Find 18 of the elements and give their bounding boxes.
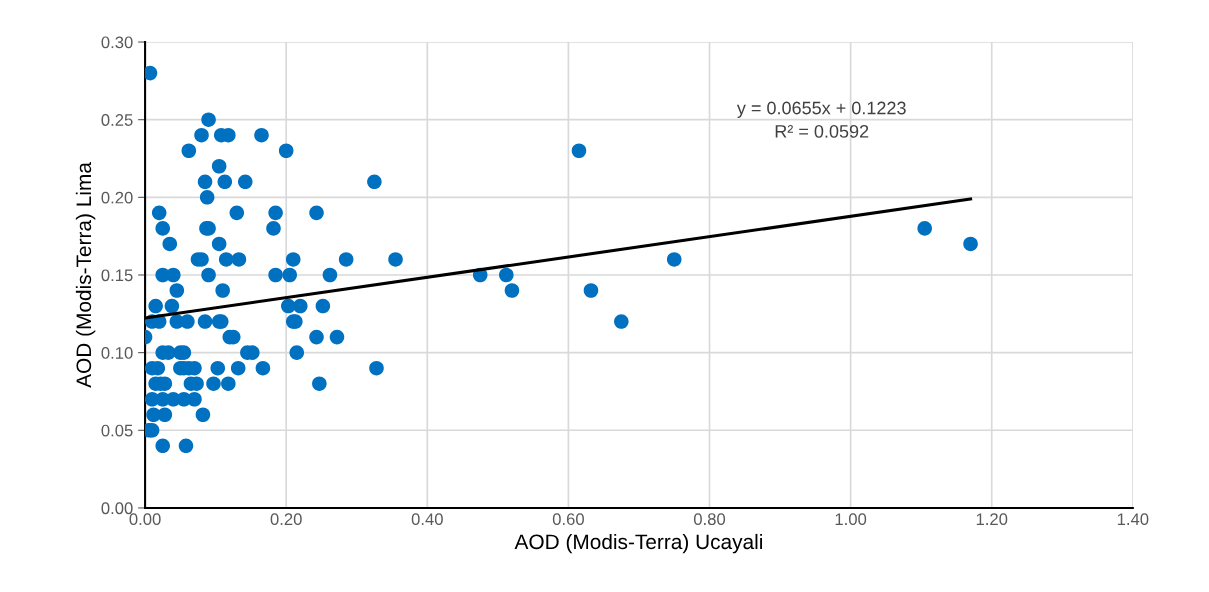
x-tick-label: 0.20 <box>270 513 302 526</box>
annotation: y = 0.0655x + 0.1223 R² = 0.0592 <box>736 101 906 138</box>
y-tick-label: 0.10 <box>101 347 133 359</box>
x-tick-label: 0.80 <box>693 513 726 526</box>
x-tick-label: 0.40 <box>411 513 443 526</box>
x-axis-title: AOD (Modis-Terra) Ucayali <box>514 533 762 554</box>
y-tick-label: 0.30 <box>101 36 133 49</box>
x-tick-label: 0.60 <box>552 513 584 526</box>
y-tick-label: 0.05 <box>101 424 133 437</box>
y-tick-label: 0.15 <box>101 269 133 282</box>
y-tick-label: 0.25 <box>101 114 133 126</box>
y-tick-label: 0.00 <box>101 502 133 515</box>
y-tick-label: 0.20 <box>101 191 133 204</box>
x-tick-label: 0.00 <box>129 513 161 526</box>
x-tick-label: 1.00 <box>835 513 867 526</box>
x-tick-label: 1.20 <box>976 513 1008 526</box>
x-tick-label: 1.40 <box>1117 513 1149 526</box>
y-axis-title: AOD (Modis-Terra) Lima <box>75 162 96 388</box>
